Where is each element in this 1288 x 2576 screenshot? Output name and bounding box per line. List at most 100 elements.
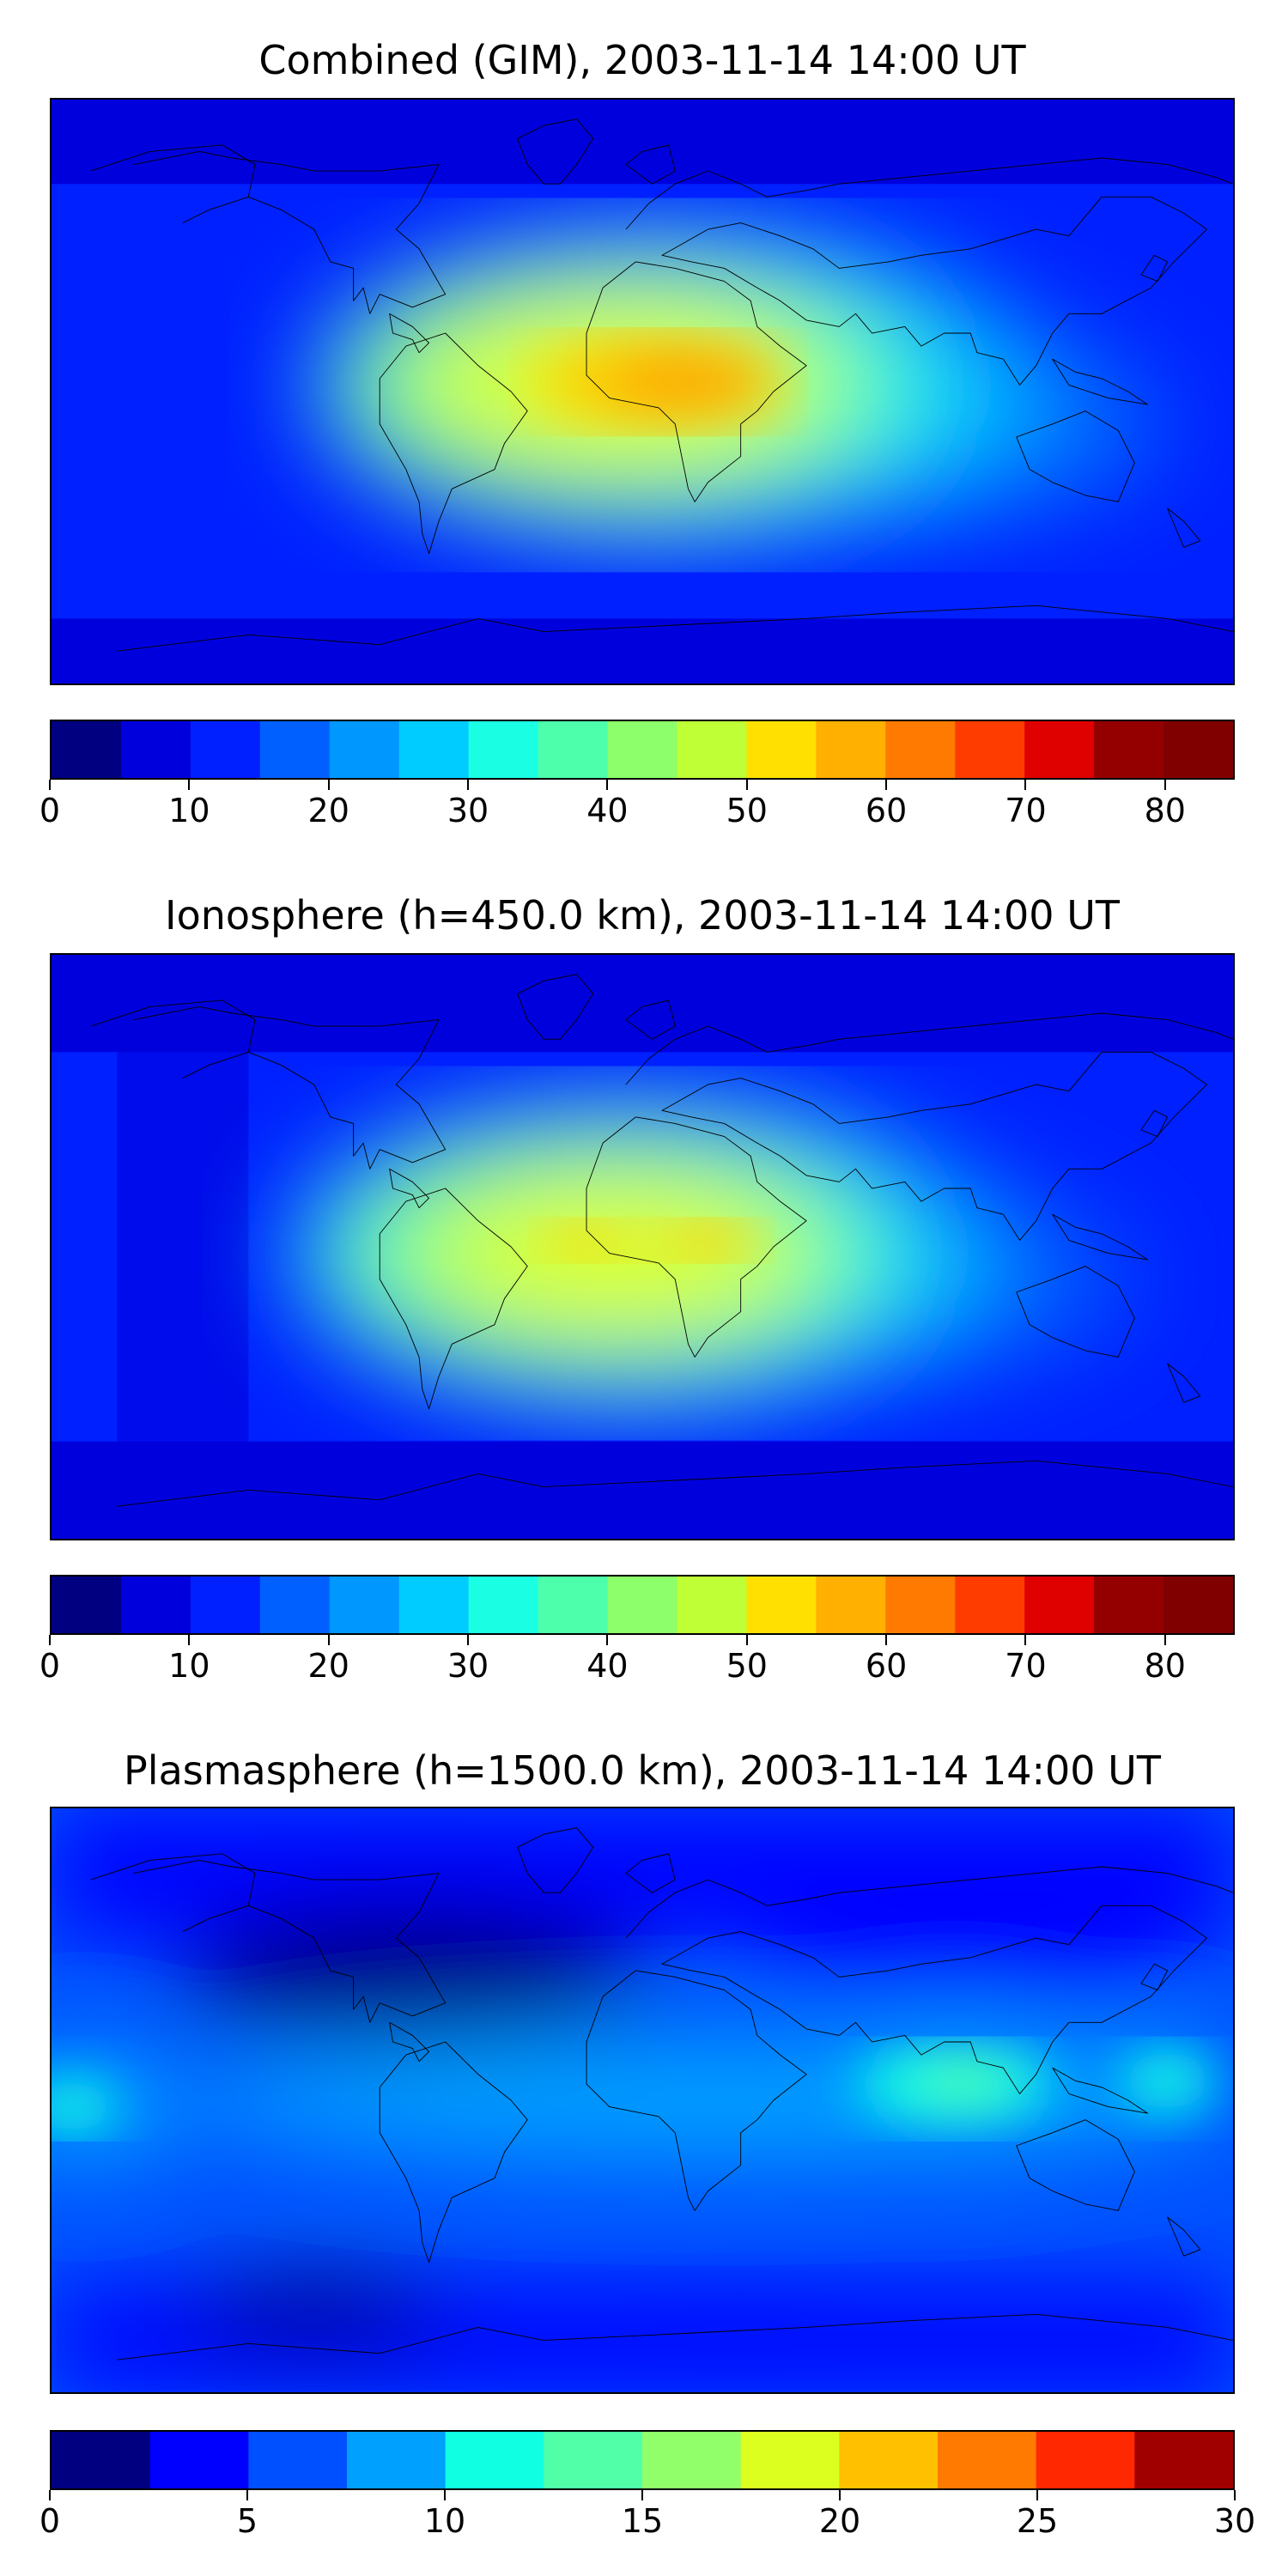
colorbar-segment xyxy=(52,721,122,778)
coastline-10 xyxy=(1053,2068,1148,2113)
colorbar-tick-label: 0 xyxy=(39,2502,61,2540)
colorbar-tick xyxy=(1163,780,1166,790)
coastline-5 xyxy=(586,1117,806,1358)
colorbar-tick xyxy=(641,2490,643,2500)
coastlines xyxy=(91,1828,1233,2360)
colorbar-tick xyxy=(49,1635,51,1645)
colorbar-tick-label: 0 xyxy=(39,792,61,829)
panel-3-colorbar-axis: 0 5 10 15 20 25 30 xyxy=(39,2490,1255,2550)
panel-2-colorbar-axis: 0 10 20 30 40 50 60 70 80 xyxy=(39,1635,1235,1695)
coastline-12 xyxy=(117,2314,1233,2360)
colorbar-tick-label: 30 xyxy=(1213,2502,1256,2540)
coastline-13 xyxy=(1141,255,1168,281)
colorbar-segment xyxy=(398,721,470,778)
colorbar-segment xyxy=(120,721,191,778)
coastline-4 xyxy=(380,2042,527,2263)
panel-1-map xyxy=(50,98,1235,685)
coastline-6 xyxy=(662,197,1206,385)
colorbar-tick-label: 50 xyxy=(726,1647,768,1685)
coastline-0 xyxy=(91,1000,255,1078)
colorbar-segment xyxy=(955,1577,1025,1633)
coastline-1 xyxy=(134,1860,446,2022)
colorbar-segment xyxy=(607,721,678,778)
colorbar-segment xyxy=(1163,1577,1233,1633)
colorbar-segment xyxy=(839,2432,939,2488)
panel-3-title: Plasmasphere (h=1500.0 km), 2003-11-14 1… xyxy=(124,1747,1161,1794)
colorbar-tick xyxy=(467,1635,470,1645)
colorbar-segment xyxy=(677,721,748,778)
colorbar-segment xyxy=(52,1577,122,1633)
colorbar-tick-label: 40 xyxy=(586,1647,629,1685)
coastline-11 xyxy=(1168,2217,1200,2256)
coastline-2 xyxy=(518,119,593,185)
coastline-3 xyxy=(390,2022,429,2061)
colorbar-tick-label: 10 xyxy=(168,1647,210,1685)
colorbar-tick-label: 0 xyxy=(39,1647,61,1685)
coastlines xyxy=(91,119,1233,652)
colorbar-segment xyxy=(885,721,956,778)
colorbar-tick xyxy=(885,780,888,790)
colorbar-tick-label: 20 xyxy=(307,1647,349,1685)
colorbar-segment xyxy=(468,1577,539,1633)
colorbar-tick-label: 70 xyxy=(1005,1647,1047,1685)
coastline-3 xyxy=(390,1169,429,1207)
coastline-9 xyxy=(1017,1267,1135,1358)
panel-3-map xyxy=(50,1807,1235,2394)
coastline-9 xyxy=(1017,2120,1135,2211)
colorbar-segment xyxy=(607,1577,678,1633)
panel-1-colorbar-axis: 0 10 20 30 40 50 60 70 80 xyxy=(39,780,1235,840)
colorbar-segment xyxy=(938,2432,1037,2488)
coastline-4 xyxy=(380,333,527,554)
coastline-5 xyxy=(586,262,806,502)
colorbar-segment xyxy=(1024,1577,1095,1633)
coastline-7 xyxy=(626,158,1233,229)
colorbar-tick xyxy=(327,780,330,790)
coastline-1 xyxy=(134,1006,446,1169)
coastline-1 xyxy=(134,151,446,313)
colorbar-tick xyxy=(606,1635,609,1645)
colorbar-tick xyxy=(49,2490,51,2500)
colorbar-tick-label: 80 xyxy=(1144,792,1186,829)
colorbar-segment xyxy=(885,1577,956,1633)
coastline-7 xyxy=(626,1867,1233,1938)
colorbar-segment xyxy=(642,2432,742,2488)
panel-2-colorbar xyxy=(50,1575,1235,1635)
colorbar-tick-label: 20 xyxy=(307,792,349,829)
panel-2-title: Ionosphere (h=450.0 km), 2003-11-14 14:0… xyxy=(165,892,1120,939)
coastline-3 xyxy=(390,313,429,352)
colorbar-tick xyxy=(188,780,191,790)
colorbar-segment xyxy=(190,1577,261,1633)
coastline-11 xyxy=(1168,508,1200,547)
panel-3-colorbar xyxy=(50,2430,1235,2490)
colorbar-tick xyxy=(606,780,609,790)
colorbar-tick-label: 60 xyxy=(865,792,908,829)
colorbar-tick xyxy=(444,2490,446,2500)
colorbar-tick xyxy=(745,1635,748,1645)
colorbar-segment xyxy=(398,1577,470,1633)
coastline-4 xyxy=(380,1188,527,1409)
colorbar-tick xyxy=(1024,780,1027,790)
coastline-7 xyxy=(626,1013,1233,1084)
coastline-0 xyxy=(91,145,255,223)
coastline-5 xyxy=(586,1971,806,2211)
panel-1-colorbar xyxy=(50,720,1235,780)
coastline-9 xyxy=(1017,411,1135,502)
colorbar-tick-label: 15 xyxy=(621,2502,664,2540)
coastline-11 xyxy=(1168,1364,1200,1402)
coastline-13 xyxy=(1141,1964,1168,1990)
colorbar-tick-label: 40 xyxy=(586,792,629,829)
colorbar-segment xyxy=(816,721,886,778)
colorbar-segment xyxy=(1163,721,1233,778)
colorbar-segment xyxy=(445,2432,544,2488)
coastline-0 xyxy=(91,1854,255,1932)
colorbar-tick-label: 50 xyxy=(726,792,768,829)
colorbar-segment xyxy=(544,2432,643,2488)
colorbar-tick xyxy=(745,780,748,790)
colorbar-tick xyxy=(327,1635,330,1645)
colorbar-segment xyxy=(468,721,539,778)
coastline-8 xyxy=(626,1854,675,1893)
panel-1-title: Combined (GIM), 2003-11-14 14:00 UT xyxy=(258,37,1026,83)
panel-2-field xyxy=(52,955,1233,1539)
colorbar-segment xyxy=(1024,721,1095,778)
colorbar-segment xyxy=(538,1577,609,1633)
